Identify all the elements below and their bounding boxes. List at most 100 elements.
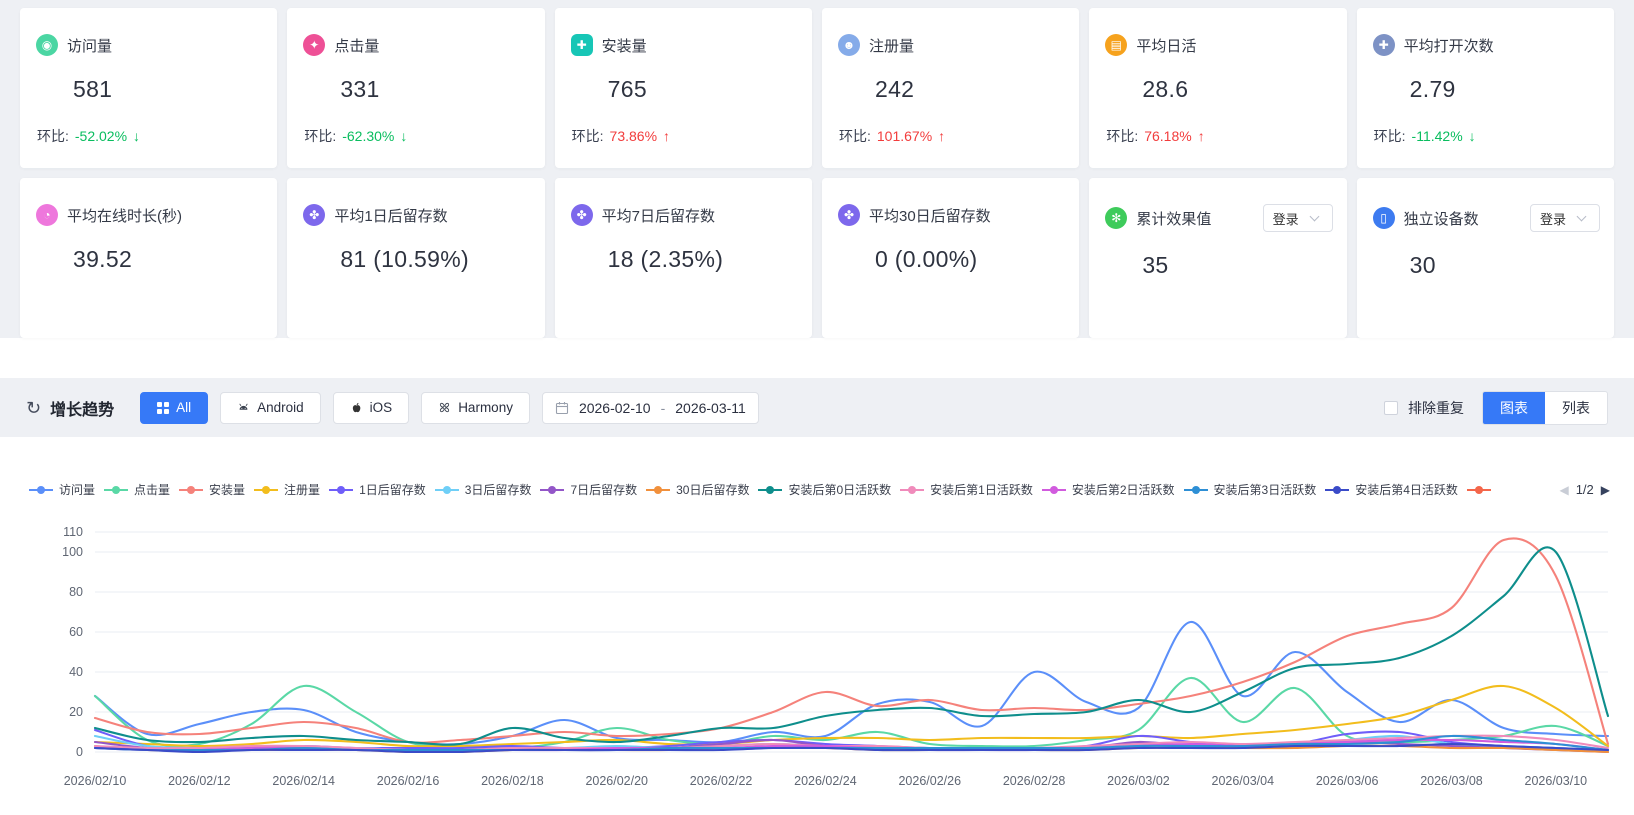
legend-item-overflow[interactable] <box>1466 485 1492 495</box>
arrow-down-icon: ↓ <box>133 128 141 144</box>
legend-item[interactable]: 安装后第1日活跃数 <box>899 481 1033 498</box>
series-line <box>93 537 1610 746</box>
stat-card-label: 平均7日后留存数 <box>601 207 715 225</box>
view-toggle: 图表 列表 <box>1482 390 1608 425</box>
series-line <box>93 546 1610 746</box>
ratio-label: 环比: <box>37 128 69 144</box>
legend-item[interactable]: 7日后留存数 <box>539 481 637 498</box>
legend-label: 安装量 <box>209 483 246 497</box>
stat-card: ◉ 访问量 581 环比: -52.02% ↓ <box>20 8 278 168</box>
stat-card-head: ✤ 平均30日后留存数 <box>838 204 1065 226</box>
svg-text:2026/02/28: 2026/02/28 <box>1003 774 1066 788</box>
stat-card: ✤ 平均7日后留存数 18 (2.35%) <box>554 178 812 338</box>
legend-item[interactable]: 安装后第0日活跃数 <box>757 481 891 498</box>
legend-item[interactable]: 安装后第3日活跃数 <box>1183 481 1317 498</box>
ratio-label: 环比: <box>571 128 604 144</box>
exclude-duplicates-checkbox[interactable] <box>1384 400 1398 415</box>
svg-text:20: 20 <box>69 705 83 719</box>
retention-icon: ✤ <box>303 204 326 226</box>
refresh-icon[interactable]: ↻ <box>26 397 42 418</box>
ratio-value: 76.18% <box>1144 128 1192 144</box>
legend-item[interactable]: 30日后留存数 <box>645 481 749 498</box>
stat-card-label: 平均在线时长(秒) <box>67 207 182 225</box>
effect-icon: ✻ <box>1105 207 1128 229</box>
metric-type-select[interactable]: 登录 <box>1262 204 1333 232</box>
exclude-duplicates-label[interactable]: 排除重复 <box>1408 399 1464 416</box>
metric-type-select-value: 登录 <box>1540 211 1567 227</box>
stat-card-value: 30 <box>1409 252 1436 278</box>
legend-marker-icon <box>540 485 565 494</box>
series-line <box>93 676 1610 750</box>
legend-label: 1日后留存数 <box>359 483 426 497</box>
chart-area: 0 20 40 60 80 100 110 2026/02/10 2026/02/12 2026/… <box>0 502 1634 802</box>
legend-item[interactable]: 3日后留存数 <box>434 481 531 498</box>
gridlines <box>95 531 1608 753</box>
stat-card: ▤ 平均日活 28.6 环比: 76.18% ↑ <box>1089 8 1347 168</box>
svg-text:80: 80 <box>69 585 83 599</box>
stat-card-ratio: 环比: -11.42% ↓ <box>1374 126 1600 146</box>
legend-label: 安装后第0日活跃数 <box>788 483 892 497</box>
stat-card-head: ▯ 独立设备数 登录 <box>1372 204 1600 232</box>
date-end[interactable]: 2026-03-11 <box>675 399 746 416</box>
stat-card-head: ☻ 注册量 <box>838 34 1065 56</box>
stat-card-head: ✻ 累计效果值 登录 <box>1105 204 1333 232</box>
svg-text:110: 110 <box>63 525 83 539</box>
stat-card: ✻ 累计效果值 登录 35 <box>1089 178 1347 338</box>
ratio-label: 环比: <box>1373 128 1406 144</box>
svg-text:0: 0 <box>76 745 83 759</box>
legend-item[interactable]: 安装量 <box>178 481 245 498</box>
legend-label: 安装后第1日活跃数 <box>930 483 1033 497</box>
plus-icon: ✚ <box>1372 34 1395 56</box>
stat-card-label: 平均日活 <box>1136 37 1197 55</box>
stat-card-head: ◉ 访问量 <box>36 34 263 56</box>
svg-text:2026/02/12: 2026/02/12 <box>168 774 231 788</box>
legend-item[interactable]: 访问量 <box>28 481 95 498</box>
date-start[interactable]: 2026-02-10 <box>578 399 651 416</box>
legend-marker-icon <box>104 485 129 494</box>
platform-button-android[interactable]: Android <box>220 391 321 424</box>
stat-card-head: ▤ 平均日活 <box>1105 34 1332 56</box>
stat-card-head: ✤ 平均7日后留存数 <box>570 204 798 226</box>
platform-button-harmony[interactable]: Harmony <box>421 391 530 424</box>
legend-item[interactable]: 安装后第4日活跃数 <box>1324 481 1458 498</box>
platform-button-all[interactable]: All <box>140 391 209 424</box>
legend-prev-icon[interactable]: ◀ <box>1559 482 1569 497</box>
calendar-icon <box>555 401 569 415</box>
stat-card-ratio: 环比: 76.18% ↑ <box>1106 126 1332 146</box>
retention-icon: ✤ <box>570 204 593 226</box>
platform-button-label: Android <box>257 400 304 415</box>
view-list-button[interactable]: 列表 <box>1562 399 1590 416</box>
ratio-value: -62.30% <box>342 128 395 144</box>
date-range-picker[interactable]: 2026-02-10 - 2026-03-11 <box>541 391 759 424</box>
legend-next-icon[interactable]: ▶ <box>1600 482 1610 497</box>
stat-card-label: 平均30日后留存数 <box>869 207 991 225</box>
chevron-down-icon <box>1576 211 1587 221</box>
svg-text:40: 40 <box>69 665 83 679</box>
grid-icon <box>157 401 170 414</box>
view-chart-button[interactable]: 图表 <box>1483 391 1545 424</box>
stat-card-value: 81 (10.59%) <box>340 246 469 272</box>
legend-item[interactable]: 点击量 <box>103 481 170 498</box>
svg-text:2026/03/06: 2026/03/06 <box>1316 774 1379 788</box>
stat-card-ratio: 环比: 101.67% ↑ <box>839 126 1065 146</box>
legend-item[interactable]: 注册量 <box>253 481 320 498</box>
stat-card-head: ✦ 点击量 <box>303 34 530 56</box>
stat-card: ✚ 安装量 765 环比: 73.86% ↑ <box>554 8 812 168</box>
platform-button-ios[interactable]: iOS <box>332 391 410 424</box>
ratio-label: 环比: <box>304 128 337 144</box>
trend-title: ↻ 增长趋势 <box>26 396 114 420</box>
series-lines <box>93 537 1610 754</box>
svg-text:2026/02/24: 2026/02/24 <box>794 774 857 788</box>
legend-marker-icon <box>254 485 279 494</box>
right-controls: 排除重复 图表 列表 <box>1384 390 1608 425</box>
platform-button-label: Harmony <box>458 400 513 415</box>
legend-label: 安装后第3日活跃数 <box>1213 483 1317 497</box>
legend-item[interactable]: 1日后留存数 <box>328 481 426 498</box>
metric-type-select[interactable]: 登录 <box>1530 204 1600 232</box>
stat-card-value: 28.6 <box>1142 76 1189 102</box>
legend-item[interactable]: 安装后第2日活跃数 <box>1041 481 1175 498</box>
legend-label: 注册量 <box>284 483 321 497</box>
stat-card-value: 18 (2.35%) <box>607 246 724 272</box>
legend-marker-icon <box>1466 485 1491 494</box>
